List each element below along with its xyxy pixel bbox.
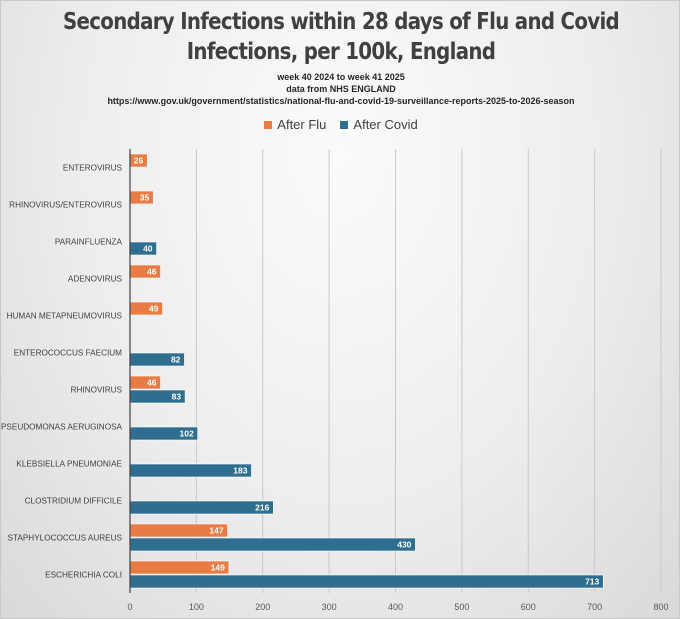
category-label: CLOSTRIDIUM DIFFICILE	[25, 497, 123, 506]
legend-item-after-covid: After Covid	[340, 117, 418, 132]
category-label: HUMAN METAPNEUMOVIRUS	[7, 312, 123, 321]
category-label: RHINOVIRUS/ENTEROVIRUS	[9, 201, 122, 210]
subtitle-source: data from NHS ENGLAND	[286, 84, 396, 94]
data-label: 713	[585, 577, 599, 587]
data-label: 147	[209, 526, 223, 536]
data-label: 26	[134, 156, 144, 166]
x-tick-label: 0	[127, 602, 132, 612]
category-label: STAPHYLOCOCCUS AUREUS	[8, 534, 123, 543]
category-label: PSEUDOMONAS AERUGINOSA	[1, 423, 123, 432]
subtitle-date-range: week 40 2024 to week 41 2025	[277, 72, 405, 82]
x-tick-label: 800	[653, 602, 668, 612]
x-tick-label: 200	[255, 602, 270, 612]
data-label: 83	[172, 392, 182, 402]
data-label: 40	[143, 244, 153, 254]
legend-swatch-after-flu	[264, 120, 273, 129]
data-label: 149	[211, 563, 225, 573]
data-label: 46	[147, 378, 157, 388]
legend-item-after-flu: After Flu	[264, 117, 326, 132]
category-label: ESCHERICHIA COLI	[45, 571, 122, 580]
legend-label-after-covid: After Covid	[353, 117, 418, 132]
data-label: 102	[180, 429, 194, 439]
chart-title-line-1: Secondary Infections within 28 days of F…	[62, 9, 620, 35]
subtitle-url: https://www.gov.uk/government/statistics…	[107, 96, 575, 106]
x-tick-label: 400	[388, 602, 403, 612]
legend-swatch-after-covid	[340, 120, 349, 129]
data-label: 216	[255, 503, 269, 513]
chart-title-line-2: Infections, per 100k, England	[186, 39, 496, 65]
bar-after-covid	[129, 574, 604, 589]
data-label: 82	[171, 355, 181, 365]
category-label: PARAINFLUENZA	[55, 238, 123, 247]
x-tick-label: 100	[189, 602, 204, 612]
data-label: 49	[149, 304, 159, 314]
x-tick-label: 300	[322, 602, 337, 612]
x-tick-label: 600	[521, 602, 536, 612]
x-tick-label: 700	[587, 602, 602, 612]
category-label: ENTEROVIRUS	[63, 164, 123, 173]
category-label: ENTEROCOCCUS FAECIUM	[14, 349, 122, 358]
data-label: 35	[140, 193, 150, 203]
category-label: RHINOVIRUS	[71, 386, 123, 395]
data-label: 183	[233, 466, 247, 476]
legend: After Flu After Covid	[1, 117, 679, 132]
category-label: ADENOVIRUS	[68, 275, 123, 284]
data-label: 430	[397, 540, 411, 550]
data-label: 46	[147, 267, 157, 277]
bar-after-covid	[129, 500, 274, 515]
x-tick-label: 500	[454, 602, 469, 612]
legend-label-after-flu: After Flu	[277, 117, 327, 132]
category-label: KLEBSIELLA PNEUMONIAE	[16, 460, 122, 469]
bar-after-covid	[129, 537, 416, 552]
